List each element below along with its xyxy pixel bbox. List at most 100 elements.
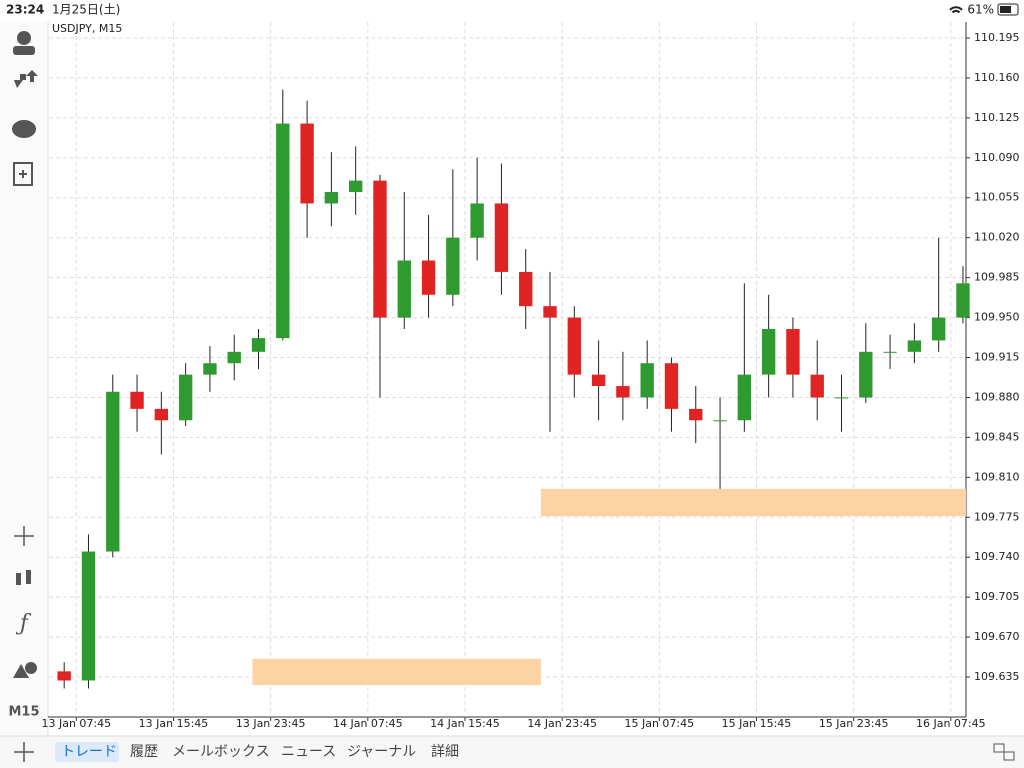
y-tick-label: 110.125 — [974, 111, 1020, 124]
battery-icon — [997, 3, 1019, 16]
candle-body — [737, 374, 752, 421]
status-battery: 61% — [967, 3, 994, 17]
toolbar — [0, 22, 48, 736]
candle-body — [640, 363, 654, 398]
candle-body — [591, 374, 606, 387]
candle-body — [494, 203, 509, 272]
battery-level — [1000, 6, 1011, 13]
layout-icon-b — [1003, 751, 1015, 761]
y-tick-label: 109.880 — [974, 390, 1020, 403]
candle-body — [203, 363, 217, 375]
y-tick-label: 110.055 — [974, 191, 1020, 204]
tab[interactable]: メールボックス — [172, 744, 270, 760]
candle-body — [276, 123, 290, 339]
tab[interactable]: ジャーナル — [347, 744, 416, 760]
y-tick-label: 109.810 — [974, 470, 1020, 483]
candle-body — [956, 283, 970, 318]
timeframe-button[interactable]: M15 — [8, 705, 39, 720]
status-time: 23:24 — [6, 3, 44, 17]
tab[interactable]: トレード — [61, 744, 117, 760]
x-tick-label: 13 Jan 23:45 — [236, 717, 306, 730]
status-date: 1月25日(土) — [52, 3, 120, 17]
candle-body — [178, 374, 193, 421]
x-tick-label: 13 Jan 15:45 — [139, 717, 209, 730]
y-tick-label: 110.090 — [974, 151, 1020, 164]
y-tick-label: 109.670 — [974, 630, 1020, 643]
tab-bar — [0, 736, 1024, 768]
candle-body — [834, 397, 849, 399]
y-tick-label: 109.705 — [974, 590, 1020, 603]
add-button[interactable] — [14, 742, 34, 762]
chart-type-icon[interactable] — [16, 573, 21, 585]
indicator-icon[interactable]: ƒ — [15, 611, 32, 636]
chart-title: USDJPY, M15 — [52, 22, 122, 35]
candle-body — [348, 180, 363, 193]
layout-icon[interactable] — [993, 743, 1005, 753]
account-icon-body — [13, 46, 35, 55]
tab[interactable]: 履歴 — [130, 744, 158, 760]
x-tick-label: 14 Jan 07:45 — [333, 717, 403, 730]
y-tick-label: 110.020 — [974, 231, 1020, 244]
candle-body — [421, 260, 436, 295]
candle-body — [397, 260, 411, 318]
candle-body — [324, 192, 339, 204]
x-tick-label: 15 Jan 15:45 — [722, 717, 792, 730]
candle-body — [664, 363, 679, 409]
trade-icon[interactable] — [14, 70, 38, 88]
candle-body — [713, 420, 727, 422]
plot: 110.195 110.160 110.125 110.090 110.055 110.0… — [41, 22, 1020, 730]
objects-icon-circle — [25, 662, 37, 674]
candle-body — [761, 328, 776, 375]
tab-selected-bg — [55, 742, 119, 762]
candle-body — [373, 180, 387, 318]
crosshair-icon[interactable] — [14, 526, 34, 546]
candle-body — [251, 338, 266, 352]
new-order-icon[interactable] — [13, 162, 33, 186]
candle-body — [446, 237, 460, 295]
y-tick-label: 110.195 — [974, 31, 1020, 44]
y-tick-label: 109.985 — [974, 271, 1020, 284]
y-tick-label: 109.635 — [974, 670, 1020, 683]
account-icon[interactable] — [17, 31, 31, 45]
chat-icon[interactable] — [12, 120, 36, 138]
candle-body — [300, 123, 314, 204]
zone — [252, 658, 541, 686]
new-order-plus — [19, 170, 27, 178]
objects-icon[interactable] — [13, 664, 29, 678]
x-tick-label: 15 Jan 07:45 — [624, 717, 694, 730]
candle-body — [470, 203, 484, 238]
wifi-icon — [949, 6, 963, 14]
candle-body — [130, 391, 144, 409]
x-tick-label: 13 Jan 07:45 — [41, 717, 111, 730]
candle-body — [543, 306, 557, 318]
candle-body — [907, 340, 922, 352]
x-tick-label: 16 Jan 07:45 — [916, 717, 986, 730]
candle-body — [567, 317, 581, 375]
x-tick-label: 14 Jan 15:45 — [430, 717, 500, 730]
y-tick-label: 109.775 — [974, 510, 1020, 523]
x-tick-label: 15 Jan 23:45 — [819, 717, 889, 730]
y-tick-label: 109.740 — [974, 550, 1020, 563]
y-tick-label: 109.845 — [974, 430, 1020, 443]
tab[interactable]: ニュース — [281, 744, 336, 760]
y-tick-label: 109.950 — [974, 311, 1020, 324]
toolbar-icons[interactable]: ƒ — [12, 31, 38, 678]
candle-body — [883, 351, 897, 353]
x-tick-label: 14 Jan 23:45 — [527, 717, 597, 730]
candle-body — [689, 408, 703, 421]
candle-body — [81, 551, 96, 681]
candle-body — [227, 351, 241, 364]
tab[interactable]: 詳細 — [431, 744, 459, 760]
y-tick-label: 110.160 — [974, 71, 1020, 84]
zone — [540, 488, 966, 517]
candle-body — [154, 408, 169, 421]
candle-body — [519, 271, 533, 307]
candle-body — [859, 351, 873, 398]
candle-body — [786, 328, 800, 375]
y-tick-label: 109.915 — [974, 351, 1020, 364]
candle-body — [57, 671, 71, 681]
candle-body — [810, 374, 824, 398]
candle-body — [931, 317, 946, 341]
